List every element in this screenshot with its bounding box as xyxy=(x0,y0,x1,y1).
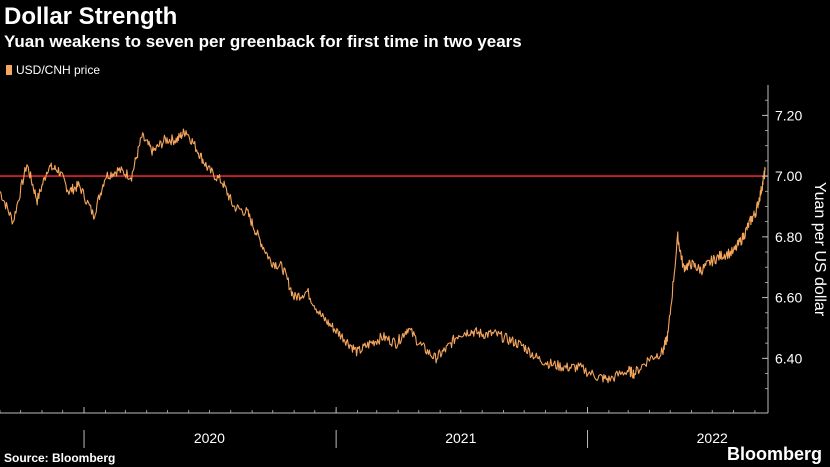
series-line-usd-cnh xyxy=(0,128,766,384)
chart-subtitle: Yuan weakens to seven per greenback for … xyxy=(4,32,522,51)
y-tick-label: 7.00 xyxy=(775,168,802,184)
chart-title: Dollar Strength xyxy=(4,3,178,30)
bloomberg-logo: Bloomberg xyxy=(726,444,822,464)
y-axis-label: Yuan per US dollar xyxy=(811,182,828,317)
source-note: Source: Bloomberg xyxy=(4,451,116,465)
y-tick-label: 6.60 xyxy=(775,290,802,306)
x-tick-label: 2021 xyxy=(445,430,476,446)
y-axis: 6.40 6.60 6.80 7.00 7.20 xyxy=(762,85,802,413)
x-tick-label: 2020 xyxy=(194,430,225,446)
y-tick-label: 7.20 xyxy=(775,107,802,123)
series-layer xyxy=(0,128,766,384)
legend-swatch-usd-cnh xyxy=(6,65,12,75)
x-tick-label: 2022 xyxy=(697,430,728,446)
x-axis: 2020 2021 2022 xyxy=(0,407,768,448)
legend-label-usd-cnh: USD/CNH price xyxy=(16,63,101,77)
legend: USD/CNH price xyxy=(6,63,100,77)
y-tick-label: 6.80 xyxy=(775,229,802,245)
y-tick-label: 6.40 xyxy=(775,350,802,366)
